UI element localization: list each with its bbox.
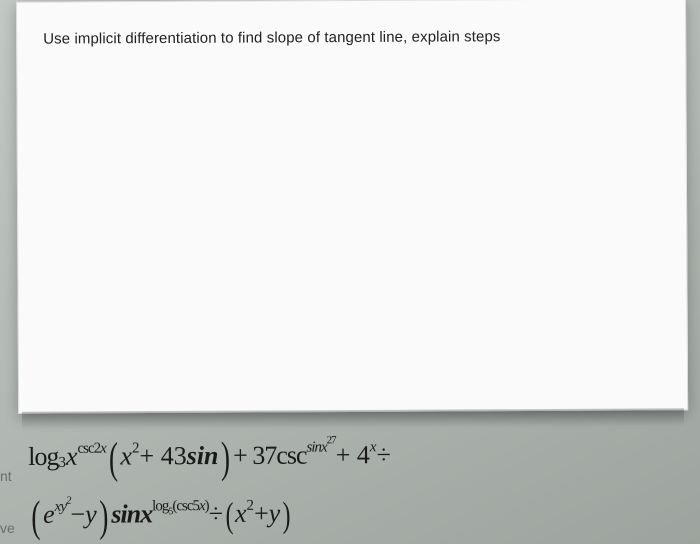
4-exp-x: x xyxy=(370,440,377,455)
sin-bold: sin xyxy=(187,443,219,469)
e-var: e xyxy=(43,502,55,528)
log-text: log xyxy=(28,444,58,470)
lparen-3: ( xyxy=(225,497,233,533)
plus4: + 4 xyxy=(336,442,370,468)
rparen-3: ) xyxy=(282,497,290,533)
rparen-1: ) xyxy=(221,436,230,480)
x2: x xyxy=(120,443,132,469)
sinx: sinx xyxy=(111,501,152,527)
div-1: ÷ xyxy=(376,442,390,468)
plus37csc: + 37csc xyxy=(233,443,307,469)
lparen-2: ( xyxy=(31,495,40,539)
equation-row-1: log 3 x csc2x ( x 2 + 43 sin ) + 37csc s… xyxy=(28,425,668,486)
rparen-2: ) xyxy=(99,495,108,539)
xy2: xy2 xyxy=(55,499,71,514)
lparen-1: ( xyxy=(108,437,117,481)
equation-row-2: ( e xy2 − y ) sinx log5(csc5x) ÷ ( x 2 +… xyxy=(28,485,668,542)
photo-frame: Use implicit differentiation to find slo… xyxy=(0,0,700,544)
minus: − xyxy=(70,502,85,528)
plus-y: + xyxy=(254,501,269,527)
question-prompt: Use implicit differentiation to find slo… xyxy=(43,28,500,47)
y2: y xyxy=(269,501,281,527)
log-base-3: 3 xyxy=(58,455,66,470)
equation-area: log 3 x csc2x ( x 2 + 43 sin ) + 37csc s… xyxy=(28,419,669,542)
x2b: x xyxy=(235,501,247,527)
csc2-sup: csc2x xyxy=(77,441,105,456)
sq-2: 2 xyxy=(246,498,254,513)
sq-1: 2 xyxy=(132,441,140,456)
log5csc5x: log5(csc5x) xyxy=(152,499,209,514)
cropped-text-1: nt xyxy=(0,468,12,484)
y-var: y xyxy=(85,502,97,528)
plus43: + 43 xyxy=(139,443,186,469)
sinx27: sinx27 xyxy=(306,440,335,455)
cropped-text-2: ve xyxy=(0,520,15,536)
x-var: x xyxy=(66,444,78,470)
question-paper: Use implicit differentiation to find slo… xyxy=(16,0,688,414)
div-2: ÷ xyxy=(209,501,223,527)
